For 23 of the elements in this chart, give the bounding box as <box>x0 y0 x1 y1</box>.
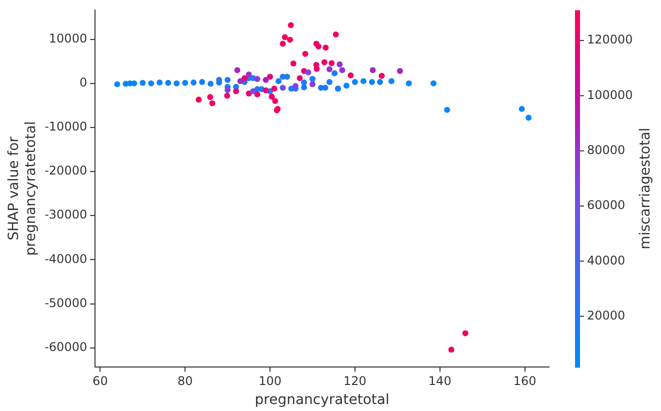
x-tick-label: 80 <box>177 374 193 388</box>
color-bar-label: 100000 <box>587 88 633 102</box>
y-tick-label: -40000 <box>44 252 88 266</box>
y-tick-label: -30000 <box>44 208 88 222</box>
y-tick-label: -10000 <box>44 120 88 134</box>
color-bar-title: miscarriagestotal <box>638 128 654 250</box>
color-bar-label: 120000 <box>587 32 633 47</box>
x-tick-label: 140 <box>428 374 452 388</box>
y-tick-label: 0 <box>79 75 88 90</box>
x-tick-label: 160 <box>513 374 536 388</box>
color-bar-label: 40000 <box>587 253 626 268</box>
y-tick-label: -60000 <box>44 340 88 354</box>
y-tick-label: 10000 <box>48 31 88 46</box>
x-tick-label: 60 <box>92 374 108 388</box>
x-axis-title: pregnancyratetotal <box>254 392 390 408</box>
y-tick-label: -20000 <box>44 164 88 178</box>
y-tick-label: -50000 <box>44 296 88 310</box>
x-tick-label: 100 <box>258 374 282 388</box>
color-bar-label: 20000 <box>587 308 626 322</box>
color-bar-label: 80000 <box>587 142 626 157</box>
x-tick-label: 120 <box>344 374 366 388</box>
color-bar-label: 60000 <box>587 198 626 212</box>
y-axis-title: SHAP value for pregnancyratetotal <box>6 121 39 256</box>
